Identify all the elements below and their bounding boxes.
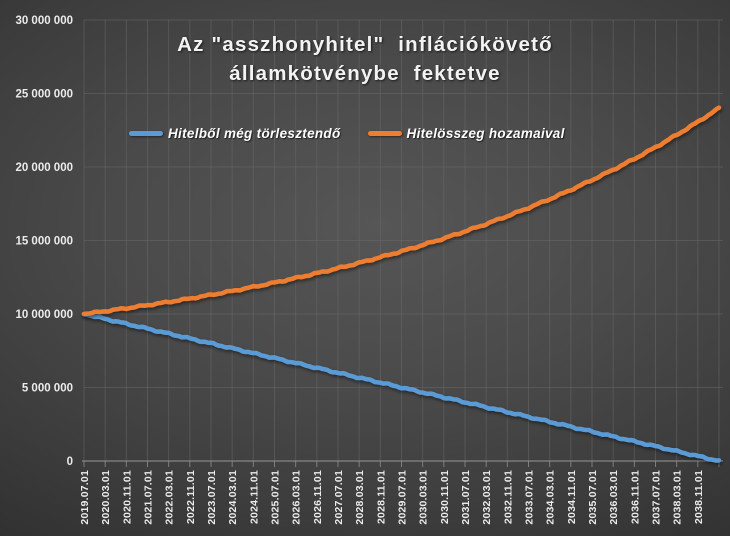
y-axis-label: 15 000 000	[15, 236, 73, 248]
legend-marker-orange-icon	[367, 131, 402, 136]
x-axis-label: 2038.03.01	[672, 470, 684, 525]
y-axis-label: 10 000 000	[15, 309, 73, 321]
x-axis-label: 2028.11.01	[375, 470, 387, 524]
x-axis-label: 2022.03.01	[164, 470, 176, 525]
chart-title-line2: államkötvénybe fektetve	[229, 62, 501, 85]
x-axis-label: 2036.11.01	[629, 470, 641, 524]
x-axis-label: 2038.11.01	[693, 470, 705, 524]
y-axis-label: 20 000 000	[15, 162, 73, 174]
x-axis-label: 2032.03.01	[481, 470, 493, 525]
x-axis-label: 2019.07.01	[79, 470, 91, 525]
y-axis-label: 5 000 000	[22, 383, 73, 395]
x-axis-label: 2022.11.01	[185, 470, 197, 524]
x-axis-label: 2036.03.01	[608, 470, 620, 525]
chart-title-line1: Az "asszhonyhitel" inflációkövető	[177, 33, 553, 56]
x-axis-label: 2029.07.01	[397, 470, 409, 525]
x-axis-label: 2035.07.01	[587, 470, 599, 525]
x-axis-label: 2020.11.01	[121, 470, 133, 524]
x-axis-label: 2034.11.01	[566, 470, 578, 524]
x-axis-label: 2031.07.01	[460, 470, 472, 525]
y-axis-label: 30 000 000	[15, 15, 73, 27]
x-axis-label: 2037.07.01	[651, 470, 663, 525]
x-axis-label: 2020.03.01	[100, 470, 112, 525]
x-axis-label: 2021.07.01	[143, 470, 155, 525]
x-axis-label: 2030.11.01	[439, 470, 451, 524]
series-line-invested-with-yield	[81, 105, 722, 317]
x-axis-label: 2028.03.01	[354, 470, 366, 525]
y-axis-label: 25 000 000	[15, 89, 73, 101]
chart-title: Az "asszhonyhitel" inflációkövető államk…	[0, 30, 730, 88]
series-line-remaining-debt	[81, 311, 722, 463]
x-axis-label: 2025.07.01	[270, 470, 282, 525]
legend-label-hozamaival: Hitelösszeg hozamaival	[406, 126, 565, 141]
x-axis-label: 2026.11.01	[312, 470, 324, 524]
x-axis-label: 2027.07.01	[333, 470, 345, 525]
y-axis-label: 0	[67, 456, 73, 468]
x-axis-label: 2032.11.01	[502, 470, 514, 524]
legend: Hitelből még törlesztendő Hitelösszeg ho…	[129, 126, 565, 141]
x-axis-label: 2033.07.01	[524, 470, 536, 525]
legend-item-torlesztendo: Hitelből még törlesztendő	[129, 126, 341, 141]
legend-label-torlesztendo: Hitelből még törlesztendő	[168, 126, 341, 141]
x-axis-label: 2023.07.01	[206, 470, 218, 525]
legend-item-hozamaival: Hitelösszeg hozamaival	[367, 126, 565, 141]
x-axis-label: 2034.03.01	[545, 470, 557, 525]
x-axis-label: 2026.03.01	[291, 470, 303, 525]
x-axis-label: 2030.03.01	[418, 470, 430, 525]
x-axis-label: 2024.11.01	[248, 470, 260, 524]
x-axis-label: 2024.03.01	[227, 470, 239, 525]
legend-marker-blue-icon	[129, 131, 163, 136]
